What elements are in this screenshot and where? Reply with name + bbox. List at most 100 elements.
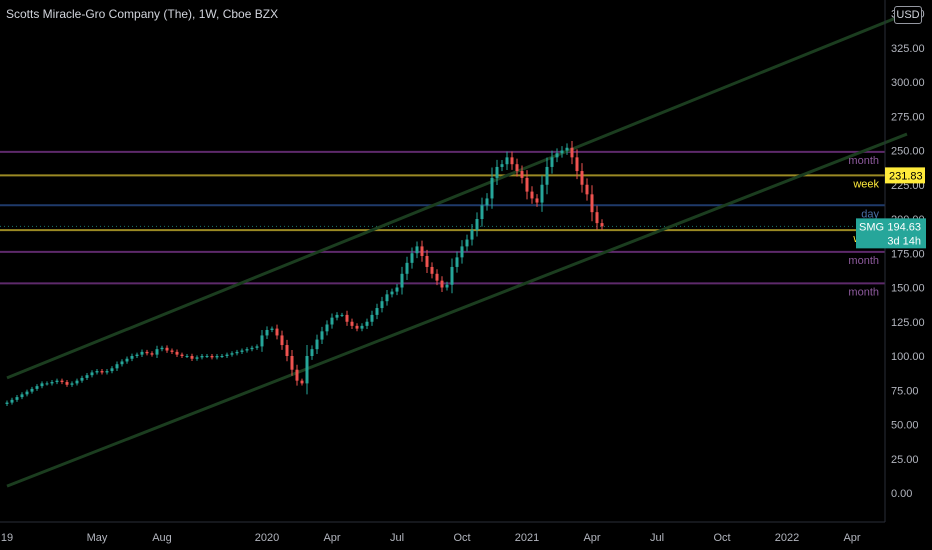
candle-body (70, 383, 74, 385)
y-tick-label: 300.00 (891, 77, 925, 89)
y-tick-label: 25.00 (891, 454, 919, 466)
candle-body (510, 157, 514, 165)
candle-body (165, 347, 169, 351)
candle-body (405, 262, 409, 274)
candle-body (455, 257, 459, 267)
candle-body (100, 371, 104, 373)
y-tick-label: 275.00 (891, 111, 925, 123)
candle-body (370, 314, 374, 322)
candle-body (465, 239, 469, 247)
candle-body (315, 339, 319, 350)
candle-body (540, 184, 544, 203)
candle-body (255, 346, 259, 348)
candle-body (345, 314, 349, 322)
candle-body (5, 402, 9, 404)
candle-body (15, 397, 19, 400)
candle-body (95, 371, 99, 373)
candle-body (430, 266, 434, 274)
y-tick-label: 75.00 (891, 385, 919, 397)
level-label-day: day (861, 208, 879, 220)
y-tick-label: 50.00 (891, 420, 919, 432)
candle-body (525, 177, 529, 192)
candle-body (595, 212, 599, 224)
candle-body (340, 314, 344, 316)
candle-body (520, 171, 524, 178)
candle-body (35, 386, 39, 389)
candle-body (45, 383, 49, 385)
candle-body (535, 198, 539, 203)
candle-body (575, 157, 579, 172)
y-tick-label: 250.00 (891, 146, 925, 158)
price-tag-symbol: SMG (859, 221, 884, 233)
candle-body (55, 380, 59, 383)
candle-body (560, 150, 564, 154)
candle-body (285, 345, 289, 356)
price-axis: 0.00 25.00 50.00 75.00 100.00 125.00 150.00 175… (891, 9, 925, 501)
x-tick-label: Apr (583, 532, 600, 544)
x-tick-label: Oct (713, 532, 730, 544)
candle-body (145, 351, 149, 354)
candle-body (395, 287, 399, 292)
candle-body (235, 351, 239, 354)
candle-body (440, 280, 444, 288)
candle-body (335, 314, 339, 318)
candle-body (305, 356, 309, 384)
current-price-label: SMG 194.63 3d 14h (856, 218, 926, 249)
candle-body (300, 380, 304, 384)
candle-body (80, 377, 84, 381)
candle-body (505, 157, 509, 165)
candle-body (115, 364, 119, 369)
x-tick-label: Apr (323, 532, 340, 544)
candle-body (490, 177, 494, 199)
candle-body (10, 399, 14, 403)
price-tag-value: 194.63 (887, 221, 921, 233)
candle-body (585, 184, 589, 195)
candle-body (600, 223, 604, 227)
candle-body (105, 371, 109, 373)
trend-channel (6, 12, 908, 488)
candle-body (530, 191, 534, 199)
candle-body (120, 361, 124, 365)
candle-body (225, 354, 229, 356)
candle-body (380, 301, 384, 309)
candle-body (60, 380, 64, 383)
y-tick-label: 175.00 (891, 248, 925, 260)
candle-body (330, 317, 334, 325)
candle-body (360, 325, 364, 329)
x-tick-label: Jul (650, 532, 664, 544)
candle-body (210, 356, 214, 358)
candle-body (40, 383, 44, 387)
candle-body (480, 205, 484, 219)
level-label-week: week (852, 178, 879, 190)
candle-body (200, 356, 204, 358)
candle-body (30, 388, 34, 392)
x-tick-label: 2021 (515, 532, 539, 544)
candle-body (230, 353, 234, 355)
candle-body (205, 356, 209, 357)
candle-body (250, 347, 254, 350)
candle-body (85, 375, 89, 378)
candle-body (435, 273, 439, 281)
candle-body (185, 356, 189, 357)
candle-body (215, 356, 219, 358)
price-tag-bg (856, 218, 926, 249)
candle-body (500, 164, 504, 167)
candle-body (365, 321, 369, 326)
candle-body (410, 253, 414, 263)
candle-body (130, 356, 134, 359)
candle-body (515, 164, 519, 172)
candle-body (295, 369, 299, 381)
candle-body (270, 328, 274, 330)
y-tick-label: 100.00 (891, 351, 925, 363)
candle-body (160, 347, 164, 350)
candle-body (125, 358, 129, 362)
candle-body (220, 356, 224, 357)
channel-lower-line (6, 132, 908, 488)
candle-body (25, 391, 29, 395)
candle-body (390, 291, 394, 295)
candle-body (75, 380, 79, 384)
currency-button[interactable]: USD (894, 6, 922, 24)
candle-body (150, 353, 154, 355)
candle-body (375, 308, 379, 315)
